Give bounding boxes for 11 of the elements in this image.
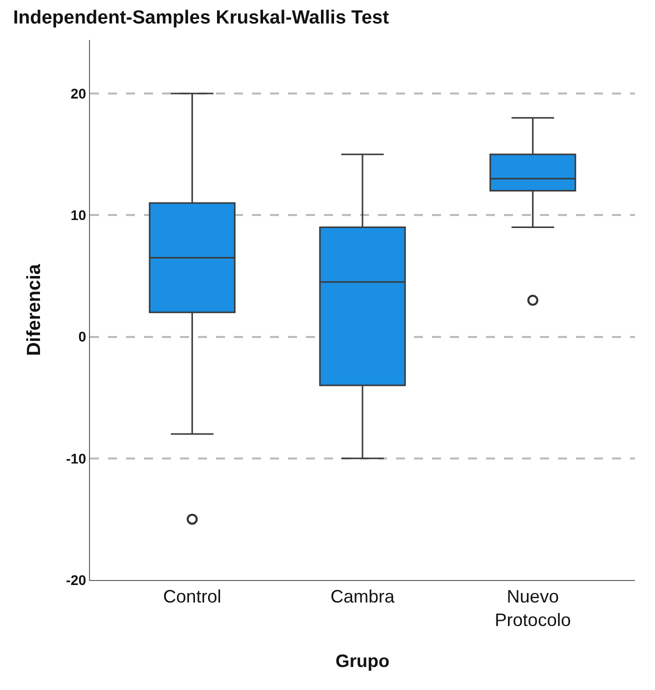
- y-tick-label: 20: [70, 85, 86, 102]
- y-tick-label: -20: [66, 572, 86, 588]
- y-tick-label: 0: [78, 328, 86, 345]
- x-tick-label: Cambra: [330, 586, 396, 607]
- x-tick-label: Nuevo Protocolo: [494, 586, 571, 630]
- y-axis-title: Diferencia: [24, 264, 45, 356]
- chart-title: Independent-Samples Kruskal-Wallis Test: [13, 8, 390, 29]
- x-axis-title: Grupo: [336, 651, 390, 672]
- y-tick-label: 10: [70, 207, 86, 224]
- x-tick-label: Control: [163, 586, 222, 607]
- y-tick-label: -10: [66, 450, 86, 466]
